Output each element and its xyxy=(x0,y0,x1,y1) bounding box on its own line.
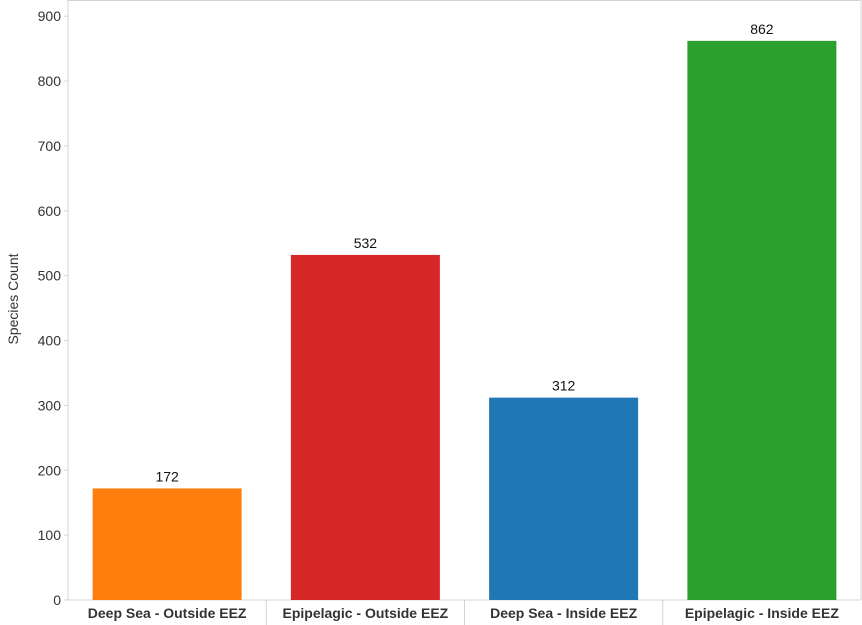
bar-value-label: 312 xyxy=(552,378,576,394)
category-label: Epipelagic - Inside EEZ xyxy=(685,605,839,621)
y-tick-label: 0 xyxy=(53,592,61,608)
bar xyxy=(290,254,440,600)
bar-value-label: 862 xyxy=(750,21,774,37)
category-label: Epipelagic - Outside EEZ xyxy=(283,605,449,621)
y-tick-label: 500 xyxy=(38,268,62,284)
bar-value-label: 532 xyxy=(354,235,378,251)
y-tick-label: 600 xyxy=(38,203,62,219)
data-labels: 172 532 312 862 xyxy=(155,21,773,485)
y-tick-label: 900 xyxy=(38,8,62,24)
bar xyxy=(489,397,639,600)
category-label: Deep Sea - Outside EEZ xyxy=(88,605,247,621)
y-axis-label: Species Count xyxy=(5,253,21,344)
y-tick-label: 300 xyxy=(38,397,62,413)
bar-value-label: 172 xyxy=(155,468,179,484)
category-label: Deep Sea - Inside EEZ xyxy=(490,605,637,621)
y-tick-label: 800 xyxy=(38,73,62,89)
y-tick-label: 200 xyxy=(38,462,62,478)
bar xyxy=(687,40,837,600)
y-tick-label: 100 xyxy=(38,527,62,543)
bars xyxy=(92,40,837,600)
y-tick-label: 700 xyxy=(38,138,62,154)
category-labels: Deep Sea - Outside EEZ Epipelagic - Outsi… xyxy=(88,600,839,625)
y-tick-label: 400 xyxy=(38,333,62,349)
bar xyxy=(92,488,242,600)
y-ticks: 0 100 200 300 400 500 600 700 800 900 xyxy=(38,8,68,608)
